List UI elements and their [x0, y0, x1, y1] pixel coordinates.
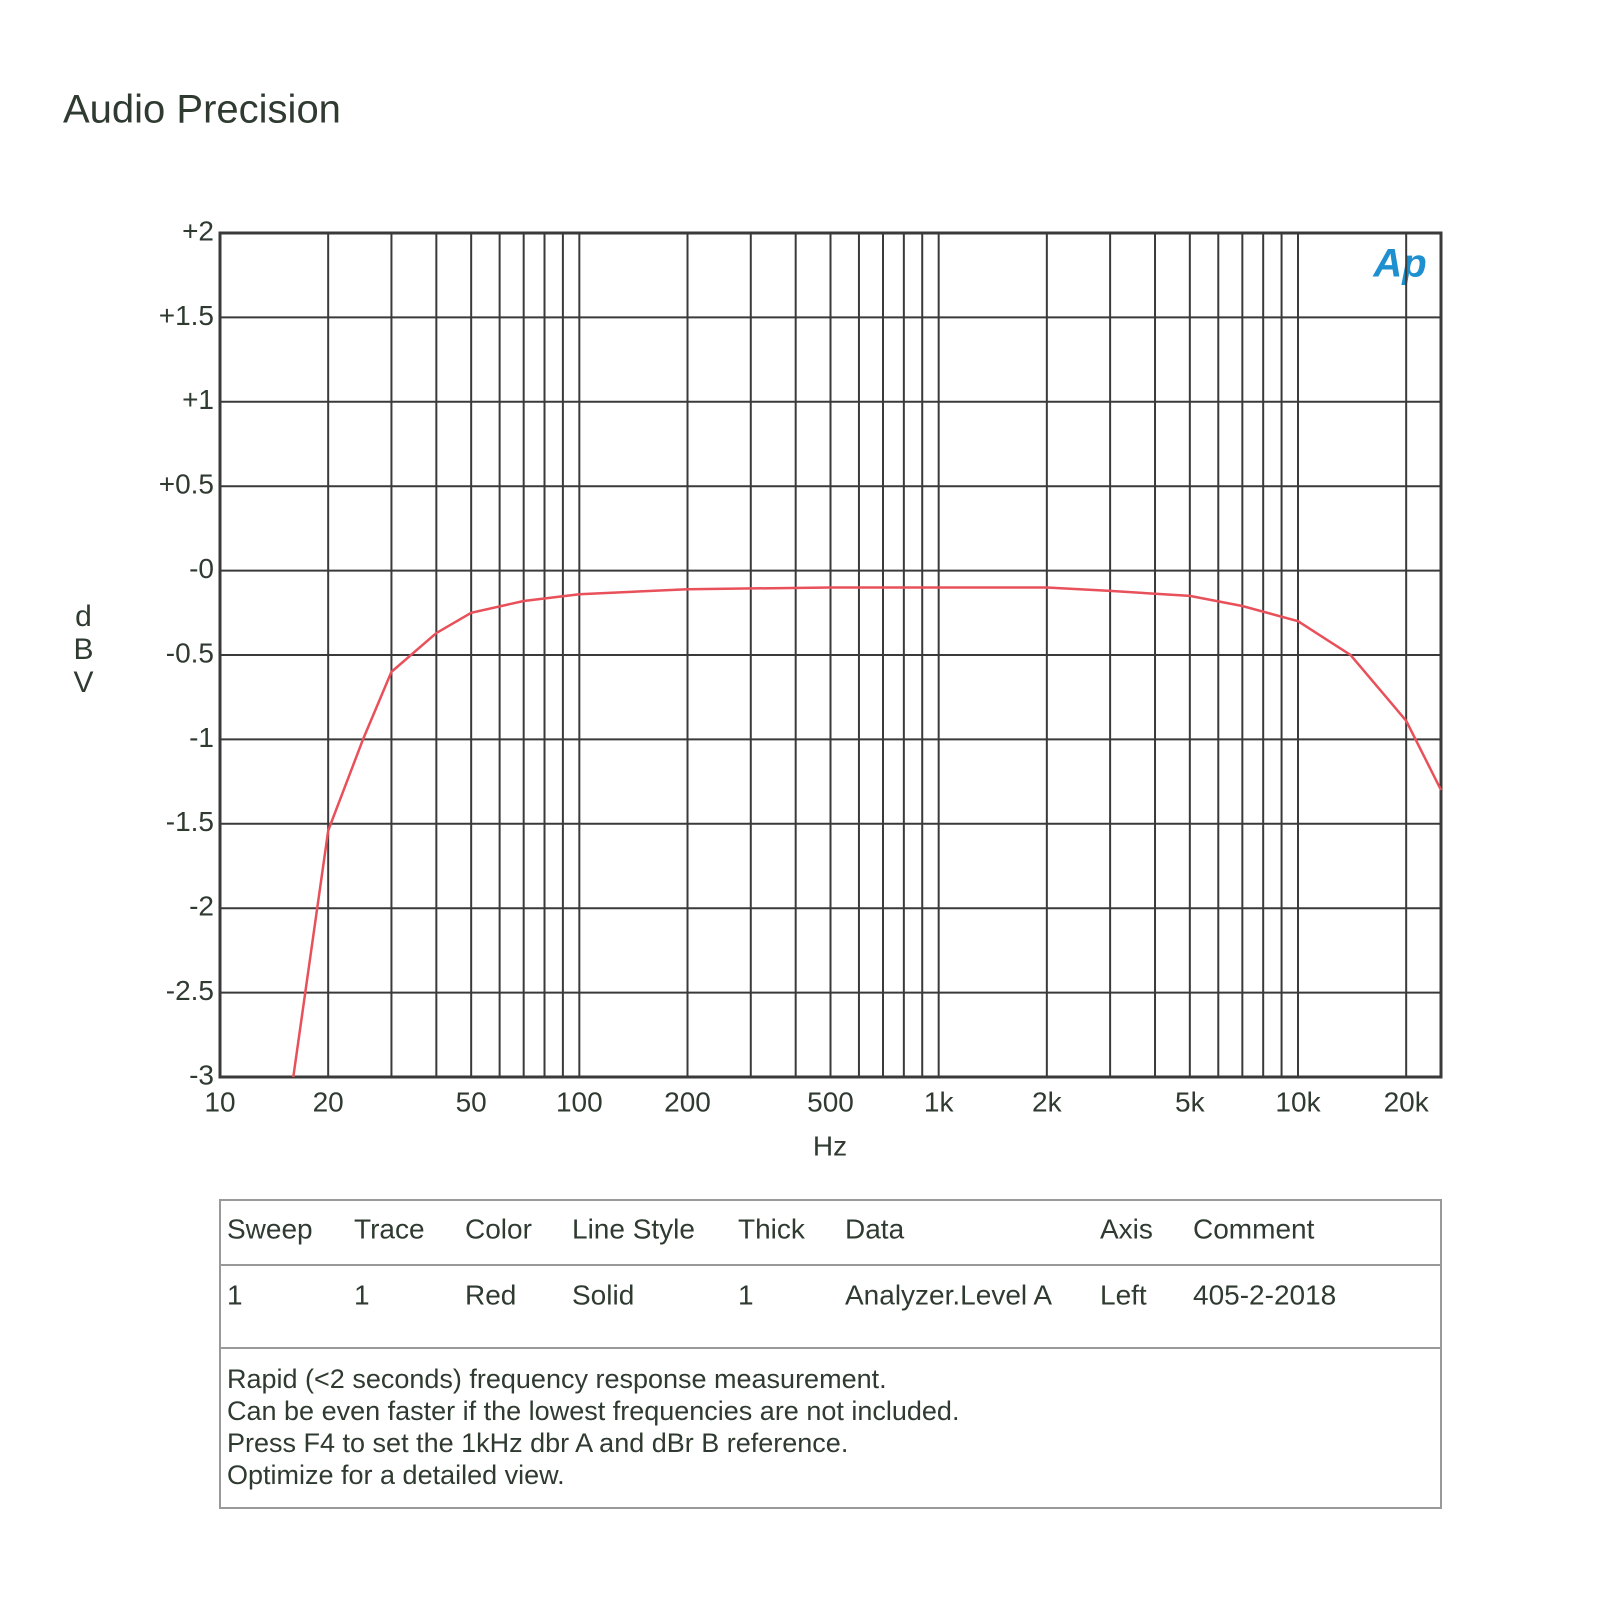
y-tick-label: -2 — [189, 891, 214, 922]
note-line: Press F4 to set the 1kHz dbr A and dBr B… — [227, 1428, 848, 1458]
note-line: Rapid (<2 seconds) frequency response me… — [227, 1364, 887, 1394]
logo: Ap — [1372, 242, 1426, 286]
y-tick-label: +2 — [182, 215, 214, 246]
table-header: Sweep — [227, 1213, 313, 1244]
note-line: Optimize for a detailed view. — [227, 1460, 565, 1490]
x-tick-label: 2k — [1032, 1086, 1063, 1117]
x-tick-label: 20 — [313, 1086, 344, 1117]
plot-frame — [218, 231, 1443, 1079]
x-tick-label: 20k — [1384, 1086, 1430, 1117]
x-tick-label: 10k — [1275, 1086, 1321, 1117]
x-tick-label: 5k — [1175, 1086, 1206, 1117]
y-axis-label: dBV — [67, 600, 100, 699]
page-title: Audio Precision — [63, 88, 341, 132]
y-tick-label: -2.5 — [166, 975, 214, 1006]
table-cell: 1 — [738, 1279, 754, 1310]
y-tick-label: -1 — [189, 722, 214, 753]
table-cell: Solid — [572, 1279, 634, 1310]
line — [292, 586, 1443, 1078]
table-header: Color — [465, 1213, 532, 1244]
x-tick-label: 500 — [807, 1086, 854, 1117]
table-header: Line Style — [572, 1213, 695, 1244]
x-tick-label: 100 — [556, 1086, 603, 1117]
y-tick-label: -1.5 — [166, 806, 214, 837]
x-tick-label: 200 — [664, 1086, 711, 1117]
table-header: Data — [845, 1213, 905, 1244]
y-tick-label: +0.5 — [159, 469, 214, 500]
y-tick-label: -3 — [189, 1059, 214, 1090]
x-tick-label: 1k — [924, 1086, 955, 1117]
note-line: Can be even faster if the lowest frequen… — [227, 1396, 959, 1426]
table-cell: 1 — [354, 1279, 370, 1310]
legend-table — [219, 1199, 1442, 1509]
table-cell: 405-2-2018 — [1193, 1279, 1336, 1310]
table-header: Thick — [738, 1213, 806, 1244]
table-cell: Analyzer.Level A — [845, 1279, 1052, 1310]
x-axis-label: Hz — [813, 1130, 847, 1161]
y-tick-label: -0 — [189, 553, 214, 584]
table-header: Axis — [1100, 1213, 1153, 1244]
y-tick-label: +1 — [182, 384, 214, 415]
y-tick-label: +1.5 — [159, 300, 214, 331]
table-header: Comment — [1193, 1213, 1315, 1244]
table-cell: Left — [1100, 1279, 1147, 1310]
table-cell: 1 — [227, 1279, 243, 1310]
table-cell: Red — [465, 1279, 516, 1310]
table-header: Trace — [354, 1213, 425, 1244]
x-tick-label: 50 — [456, 1086, 487, 1117]
y-tick-label: -0.5 — [166, 637, 214, 668]
x-tick-label: 10 — [204, 1086, 235, 1117]
